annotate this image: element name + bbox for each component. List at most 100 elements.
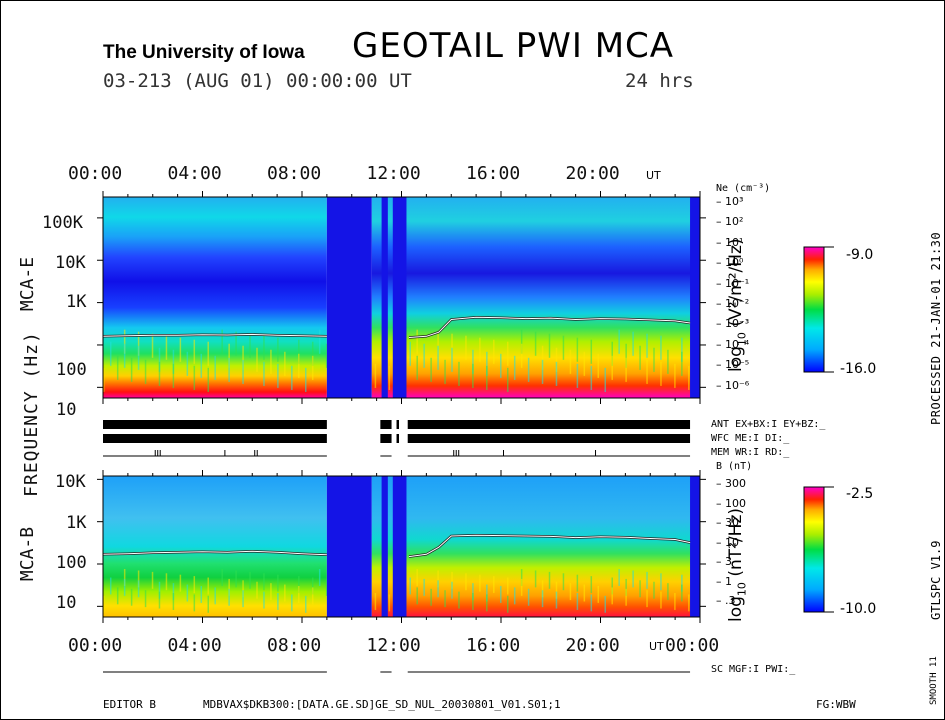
mca-b-streak: [548, 571, 551, 589]
mca-b-streak: [604, 595, 606, 613]
mca-b-streak: [541, 590, 544, 608]
mca-b-spectrum-late: [371, 476, 700, 617]
colorbar-b-max: -2.5: [846, 486, 874, 502]
mca-e-streak: [165, 335, 168, 360]
mca-e-streak: [618, 329, 620, 354]
mca-e-streak: [172, 349, 175, 374]
mca-b-streak: [263, 591, 265, 609]
x-tick-label-bottom: 00:00: [68, 635, 123, 656]
mca-e-streak: [576, 337, 579, 362]
status-sc: SC MGF:I PWI:_: [711, 664, 796, 675]
y-tick-e-100: 100: [56, 360, 87, 380]
x-tick-label-bottom: 16:00: [466, 635, 521, 656]
b-axis-tick-6: – .3: [716, 594, 736, 607]
mca-e-streak: [388, 365, 391, 390]
mca-b-streak: [444, 590, 446, 608]
mca-b-data-gap-1: [381, 476, 388, 617]
mca-b-streak: [597, 585, 600, 603]
mca-e-streak: [221, 329, 223, 354]
mca-e-streak: [298, 353, 300, 378]
footer-fg: FG:WBW: [816, 698, 856, 711]
y-tick-e-100k: 100K: [42, 213, 83, 233]
mca-e-data-gap-2: [392, 197, 407, 398]
mca-b-streak: [486, 584, 488, 602]
colorbar-b-base: 10: [735, 582, 749, 597]
colorbar-e: [803, 246, 825, 373]
mca-e-streak: [116, 355, 119, 380]
mca-b-streak: [318, 569, 321, 586]
mca-e-streak: [632, 331, 634, 356]
mca-e-streak: [144, 359, 147, 384]
mca-e-streak: [681, 337, 683, 362]
colorbar-b-unit: (nT²/Hz): [726, 507, 746, 577]
mca-e-streak: [193, 365, 196, 390]
mca-b-streak: [639, 580, 641, 598]
mca-b-streak: [513, 587, 516, 605]
mca-b-streak: [305, 595, 307, 613]
mca-b-streak: [123, 578, 126, 596]
x-tick-label-bottom: 12:00: [366, 635, 421, 656]
mca-e-streak: [130, 357, 133, 382]
mca-b-streak: [374, 593, 377, 610]
mca-b-streak: [625, 588, 627, 606]
mca-b-streak: [576, 593, 579, 610]
x-tick-label-bottom: 08:00: [267, 635, 322, 656]
ne-axis-tick-8: – 10⁻⁵: [716, 358, 750, 372]
ne-axis-tick-6: – 10⁻³: [716, 317, 750, 331]
mca-e-streak: [256, 347, 258, 372]
mca-e-streak: [123, 343, 126, 368]
mca-b-streak: [214, 587, 216, 605]
mca-b-streak: [200, 585, 203, 603]
mca-b-streak: [646, 590, 648, 608]
mca-e-streak: [506, 341, 509, 366]
y-tick-e-10k: 10K: [55, 253, 86, 273]
x-tick-label-top: 20:00: [565, 163, 620, 184]
mca-e-streak: [604, 367, 606, 392]
mca-b-streak: [506, 577, 509, 595]
mca-e-streak: [311, 341, 314, 366]
colorbar-e-label: log10 (V²/m²/Hz): [726, 238, 749, 372]
mca-e-data-gap-0: [326, 197, 372, 398]
colorbar-e-unit: (V²/m²/Hz): [726, 238, 746, 327]
mca-b-streak: [486, 594, 488, 612]
mca-b-streak: [193, 576, 196, 594]
mca-b-streak: [291, 594, 293, 612]
mca-b-streak: [423, 578, 425, 596]
mca-b-streak: [116, 587, 119, 605]
mca-e-streak: [137, 331, 140, 356]
mca-e-streak: [277, 337, 279, 362]
mca-b-streak: [298, 585, 300, 603]
mca-b-streak: [137, 570, 140, 588]
colorbar-e-base: 10: [735, 332, 749, 347]
y-tick-e-10: 10: [56, 400, 77, 420]
mca-b-streak: [472, 593, 474, 610]
mca-b-streak: [555, 591, 558, 609]
main-title: GEOTAIL PWI MCA: [352, 26, 675, 66]
mca-e-streak: [583, 351, 586, 376]
mca-b-streak: [137, 580, 140, 598]
mca-b-streak: [228, 578, 230, 596]
mca-b-streak: [534, 570, 537, 588]
mca-b-streak: [590, 576, 593, 594]
y-tick-b-10: 10: [56, 593, 77, 613]
mca-b-streak: [277, 574, 279, 592]
mca-b-overlay-line-early: [102, 550, 327, 556]
mca-e-streak: [486, 365, 488, 390]
mca-e-streak: [660, 361, 662, 386]
mca-b-streak: [632, 570, 634, 588]
mca-e-streak: [291, 365, 293, 390]
mca-e-streak: [123, 329, 126, 354]
mca-e-streak: [186, 351, 189, 376]
mca-e-streak: [207, 341, 209, 366]
mca-e-streak: [430, 357, 432, 382]
mca-e-streak: [270, 349, 272, 374]
mca-e-streak: [325, 343, 328, 368]
mca-e-streak: [597, 353, 600, 378]
mca-e-streak: [625, 357, 627, 382]
mca-e-streak: [437, 331, 439, 356]
mca-e-streak: [513, 355, 516, 380]
mca-b-streak: [311, 587, 314, 605]
mca-e-streak: [437, 345, 439, 370]
